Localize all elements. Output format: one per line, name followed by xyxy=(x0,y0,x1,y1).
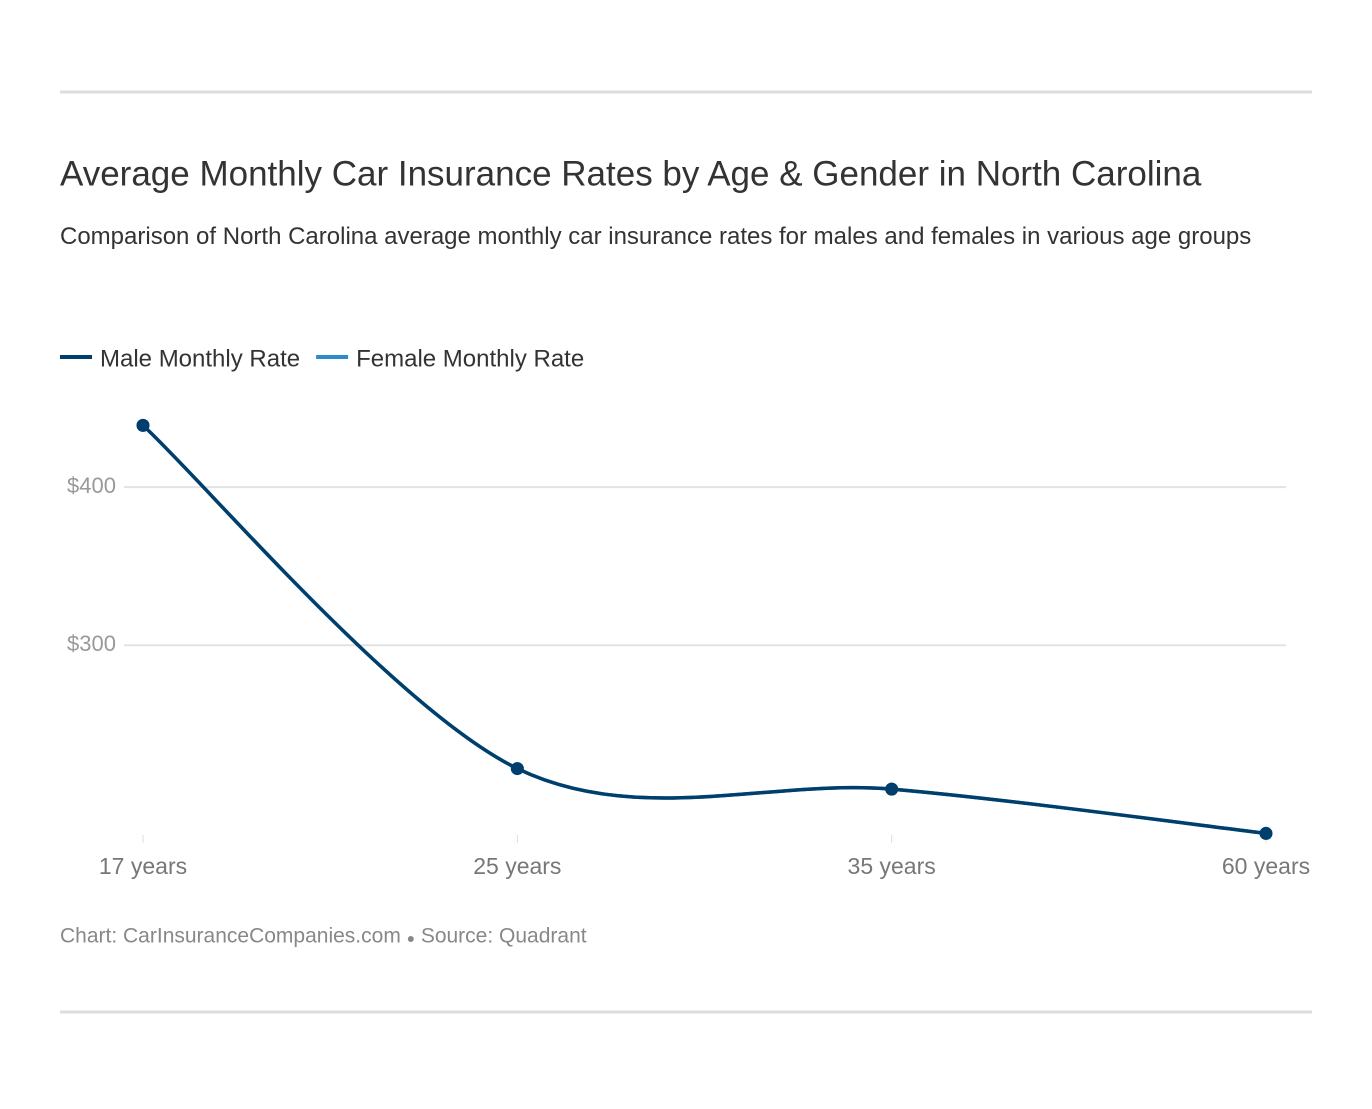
subtitle-box: Comparison of North Carolina average mon… xyxy=(60,223,1252,250)
x-tick-label: 35 years xyxy=(848,853,936,879)
point xyxy=(510,762,524,776)
legend: Male Monthly Rate Female Monthly Rate xyxy=(60,345,584,372)
chart-credit: Chart: CarInsuranceCompanies.com xyxy=(60,925,401,948)
x-tick-label: 17 years xyxy=(99,853,187,879)
chart-title: Average Monthly Car Insurance Rates by A… xyxy=(60,154,1202,193)
series-line xyxy=(141,424,1267,836)
point xyxy=(136,418,150,432)
point xyxy=(885,782,899,796)
point xyxy=(1259,826,1273,840)
y-tick-label: $400 xyxy=(67,473,116,498)
x-tick-label: 60 years xyxy=(1222,853,1310,879)
separator-dot xyxy=(407,936,414,942)
chart-subtitle: Comparison of North Carolina average mon… xyxy=(60,223,1252,250)
x-tick-label: 25 years xyxy=(473,853,561,879)
legend-label: Female Monthly Rate xyxy=(356,345,584,372)
legend-label: Male Monthly Rate xyxy=(100,345,300,372)
y-tick-label: $300 xyxy=(67,631,116,656)
chart-source: Source: Quadrant xyxy=(421,925,587,948)
